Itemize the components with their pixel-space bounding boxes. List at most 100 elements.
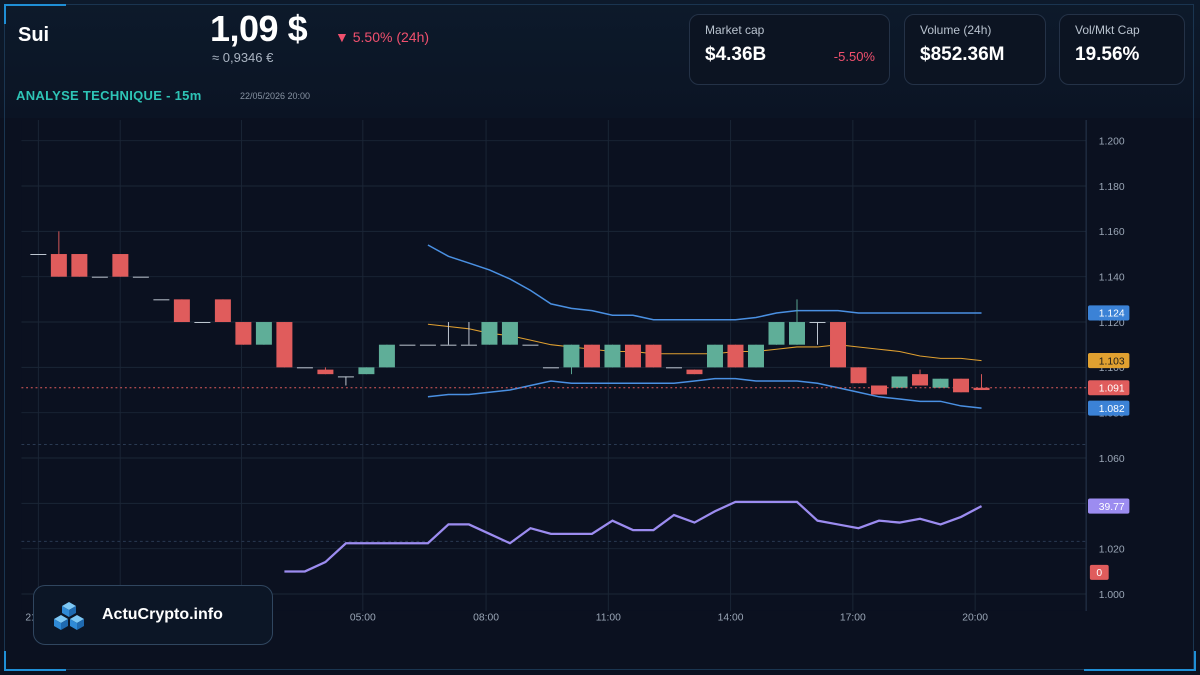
candle-body [665,367,682,369]
logo-text: ActuCrypto.info [102,606,223,623]
analysis-datetime: 22/05/2026 20:00 [240,91,311,101]
stat-label: Volume (24h) [920,23,992,37]
price-tag-lower-bg [1088,400,1130,416]
x-tick-label: 17:00 [840,612,866,623]
candle-body [440,344,457,346]
stat-label: Vol/Mkt Cap [1075,23,1140,37]
moving-average-line [427,323,982,362]
bollinger-upper-line [427,244,982,321]
candle-body [481,322,498,345]
y-tick-label: 1.160 [1099,227,1125,238]
candle-body [132,276,149,278]
candle-body [419,344,436,346]
stat-card-volume: Volume (24h) $852.36M [904,14,1046,85]
candle-body [337,376,354,378]
price-tag-zero: 0 [1096,568,1102,579]
coin-name: Sui [18,24,50,46]
candle-body [91,276,108,278]
x-tick-label: 14:00 [718,612,744,623]
header: Sui 1,09 $ ≈ 0,9346 € ▼ 5.50% (24h) ANAL… [0,0,1200,118]
y-tick-label: 1.140 [1099,272,1125,283]
price-tag-last-bg [1088,380,1130,396]
stat-card-vol-mkt-cap: Vol/Mkt Cap 19.56% [1059,14,1185,85]
candle-body [624,344,641,368]
price-usd: 1,09 $ [210,8,308,49]
candle-body [583,344,600,368]
candle-body [30,254,47,255]
candle-body [378,344,395,368]
candle-body [809,322,826,323]
candle-body [358,367,375,375]
x-tick-label: 20:00 [962,612,988,623]
y-tick-label: 1.120 [1099,318,1125,329]
candle-body [768,322,785,345]
candle-body [71,254,88,277]
candle-body [235,322,252,345]
candle-body [686,369,703,375]
price-tag-ma-bg [1088,353,1130,369]
candle-body [542,367,559,369]
candle-body [850,367,867,384]
candle-body [563,344,580,368]
candle-body [194,322,211,323]
price-tag-zero-bg [1089,564,1109,580]
x-tick-label: 05:00 [350,612,376,623]
price-tag-ma: 1.103 [1099,356,1125,367]
stat-label: Market cap [705,23,765,37]
candle-body [460,344,477,346]
candle-body [255,322,272,345]
price-tag-last: 1.091 [1099,384,1125,395]
price-tag-upper-bg [1088,305,1130,321]
y-tick-label: 1.200 [1099,136,1125,147]
candle-body [276,322,293,368]
rsi-line [284,500,983,573]
price-tag-rsi: 39.77 [1099,502,1125,513]
price-eur: ≈ 0,9346 € [212,50,274,65]
plot-background [21,120,1087,611]
candle-body [50,254,67,277]
price-change-24h: ▼ 5.50% (24h) [335,29,430,45]
candle-body [891,376,908,388]
candle-body [317,369,334,375]
frame-corner [4,4,66,24]
stat-value: $4.36B [705,44,767,65]
stat-delta: -5.50% [833,49,875,64]
x-tick-label: 11:00 [596,612,621,623]
candle-body [747,344,764,368]
candle-body [871,385,888,395]
candle-body [501,322,518,345]
candle-body [645,344,662,368]
candle-body [830,322,846,368]
candle-body [604,344,621,368]
stat-card-market-cap: Market cap $4.36B -5.50% [689,14,890,85]
candle-body [399,344,416,346]
price-tag-upper: 1.124 [1099,309,1125,320]
logo-badge[interactable]: ActuCrypto.info [33,585,273,645]
candle-body [296,367,313,369]
candle-body [932,378,949,388]
price-tag-rsi-bg [1088,498,1130,514]
price-tag-lower: 1.082 [1099,404,1125,415]
candle-body [953,378,970,393]
candle-body [727,344,744,368]
stat-value: 19.56% [1075,44,1140,65]
price-chart: 1.2001.1801.1601.1401.1201.1001.0801.060… [21,120,1130,623]
candle-body [522,344,539,346]
candle-body [706,344,723,368]
candle-body [912,374,929,386]
y-tick-label: 1.000 [1099,590,1125,601]
y-tick-label: 1.180 [1099,182,1125,193]
y-tick-label: 1.060 [1099,454,1125,465]
frame-corner [1084,651,1196,671]
analysis-title: ANALYSE TECHNIQUE - 15m [16,88,202,103]
candle-body [973,387,990,391]
y-tick-label: 1.020 [1099,544,1125,555]
candle-body [153,299,170,301]
candle-body [214,299,231,323]
candle-body [112,254,129,277]
y-tick-label: 1.100 [1099,363,1125,374]
stat-value: $852.36M [920,44,1005,65]
candle-body [789,322,805,345]
candle-body [173,299,190,323]
frame-corner [4,651,66,671]
